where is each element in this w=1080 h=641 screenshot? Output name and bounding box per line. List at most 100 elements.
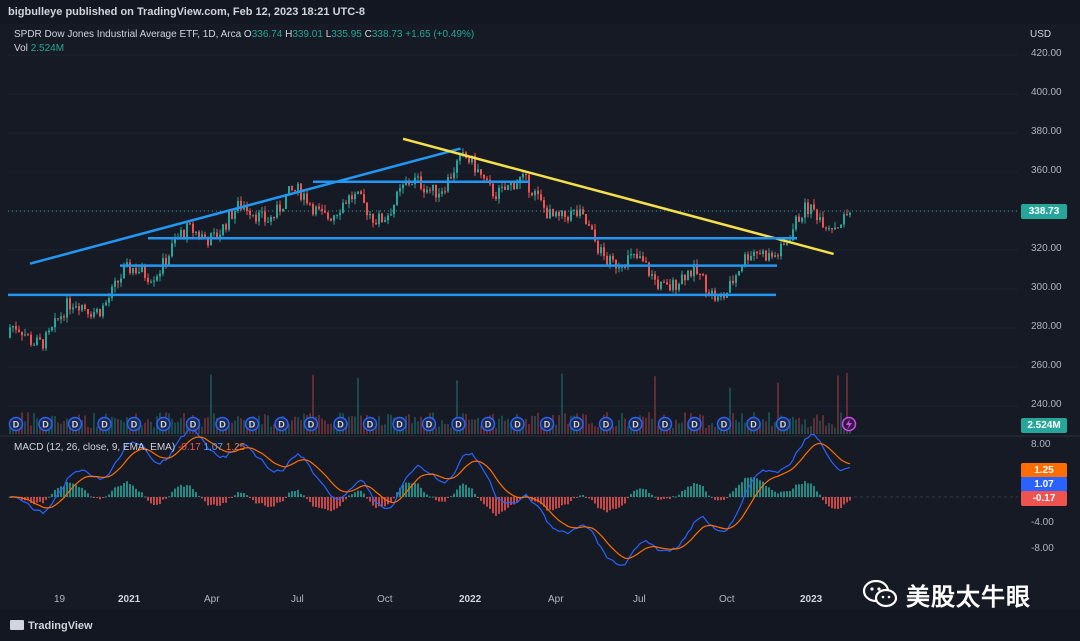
dividend-marker-label: D (603, 420, 610, 430)
candle-body (225, 224, 227, 230)
dividend-marker-circle (451, 416, 466, 432)
macd-histogram-bar (708, 495, 710, 497)
dividend-marker: D (628, 416, 643, 432)
volume-bar (834, 427, 836, 434)
time-tick: 2021 (118, 594, 141, 605)
macd-legend[interactable]: MACD (12, 26, close, 9, EMA, EMA) -0.17 … (14, 442, 245, 453)
macd-histogram-bar (618, 497, 620, 508)
macd-histogram-bar (783, 491, 785, 497)
macd-histogram-bar (489, 497, 491, 509)
candle-body (48, 330, 50, 333)
dividend-marker-label: D (219, 420, 226, 430)
macd-histogram-bar (774, 491, 776, 497)
volume-bar (648, 412, 650, 434)
macd-histogram-bar (696, 483, 698, 497)
signal-line (9, 436, 851, 560)
candle-body (738, 271, 740, 276)
dividend-marker-label: D (632, 420, 639, 430)
macd-histogram-bar (123, 482, 125, 497)
volume-legend[interactable]: Vol 2.524M (14, 43, 64, 54)
volume-bar (378, 415, 380, 434)
trendline (402, 137, 834, 256)
candle-body (810, 204, 812, 215)
volume-bar (30, 425, 32, 434)
candle-body (612, 255, 614, 260)
volume-bar (66, 418, 68, 434)
macd-histogram-bar (372, 497, 374, 506)
macd-tick: -8.00 (1031, 543, 1054, 554)
macd-histogram-bar (525, 494, 527, 497)
macd-histogram-bar (846, 497, 848, 503)
time-tick: Apr (548, 594, 564, 605)
macd-histogram-bar (420, 487, 422, 497)
volume-bar (9, 424, 11, 434)
macd-histogram-bar (849, 497, 851, 501)
dividend-marker: D (569, 416, 584, 432)
candle-body (402, 184, 404, 189)
volume-bar (774, 421, 776, 434)
candle-body (474, 155, 476, 173)
volume-bar (777, 382, 779, 434)
macd-histogram-bar (48, 496, 50, 498)
macd-histogram-bar (252, 497, 254, 501)
symbol-legend[interactable]: SPDR Dow Jones Industrial Average ETF, 1… (14, 29, 474, 40)
volume-bar (678, 423, 680, 434)
dividend-marker: D (244, 416, 260, 432)
dividend-marker-label: D (160, 420, 167, 430)
candle-body (780, 243, 782, 257)
macd-histogram-bar (111, 490, 113, 497)
dividend-marker-label: D (13, 420, 20, 430)
volume-bar (618, 420, 620, 434)
macd-histogram-bar (411, 483, 413, 497)
macd-histogram-bar (78, 487, 80, 497)
volume-bar (450, 427, 452, 434)
volume-bar (600, 424, 602, 434)
volume-bar (540, 425, 542, 434)
macd-histogram-bar (285, 497, 287, 498)
candle-body (822, 217, 824, 228)
macd-histogram-bar (300, 493, 302, 497)
candle-body (459, 153, 461, 161)
candle-body (108, 298, 110, 303)
candle-body (594, 229, 596, 241)
volume-bar (555, 424, 557, 434)
macd-histogram-bar (663, 497, 665, 499)
candle-body (669, 284, 671, 291)
volume-bar (474, 419, 476, 434)
volume-bar (765, 421, 767, 434)
macd-histogram-bar (720, 497, 722, 501)
candle-body (639, 256, 641, 259)
candle-body (240, 200, 242, 210)
macd-histogram-bar (105, 496, 107, 498)
candle-body (216, 232, 218, 239)
dividend-marker-circle (274, 416, 289, 432)
candle-body (99, 309, 101, 317)
candle-body (537, 190, 539, 195)
tradingview-logo[interactable]: TradingView (10, 620, 93, 632)
volume-bar (291, 420, 293, 434)
macd-histogram-bar (594, 497, 596, 504)
volume-label: Vol (14, 43, 28, 54)
macd-histogram-bar (135, 488, 137, 497)
candle-body (771, 252, 773, 257)
chart-area[interactable] (0, 24, 1080, 610)
macd-histogram-bar (639, 488, 641, 497)
macd-histogram-bar (279, 497, 281, 503)
macd-histogram-bar (114, 487, 116, 497)
candle-body (807, 202, 809, 215)
macd-histogram-bar (306, 497, 308, 500)
candle-body (798, 216, 800, 222)
candle-body (282, 209, 284, 212)
volume-bar (117, 419, 119, 434)
open-value: 336.74 (251, 29, 283, 40)
candle-body (315, 206, 317, 215)
close-label: C (364, 29, 372, 40)
macd-histogram-bar (225, 497, 227, 503)
candle-body (684, 274, 686, 281)
macd-histogram-bar (396, 492, 398, 497)
volume-bar (807, 427, 809, 434)
macd-histogram-bar (714, 497, 716, 500)
macd-histogram-bar (333, 497, 335, 510)
